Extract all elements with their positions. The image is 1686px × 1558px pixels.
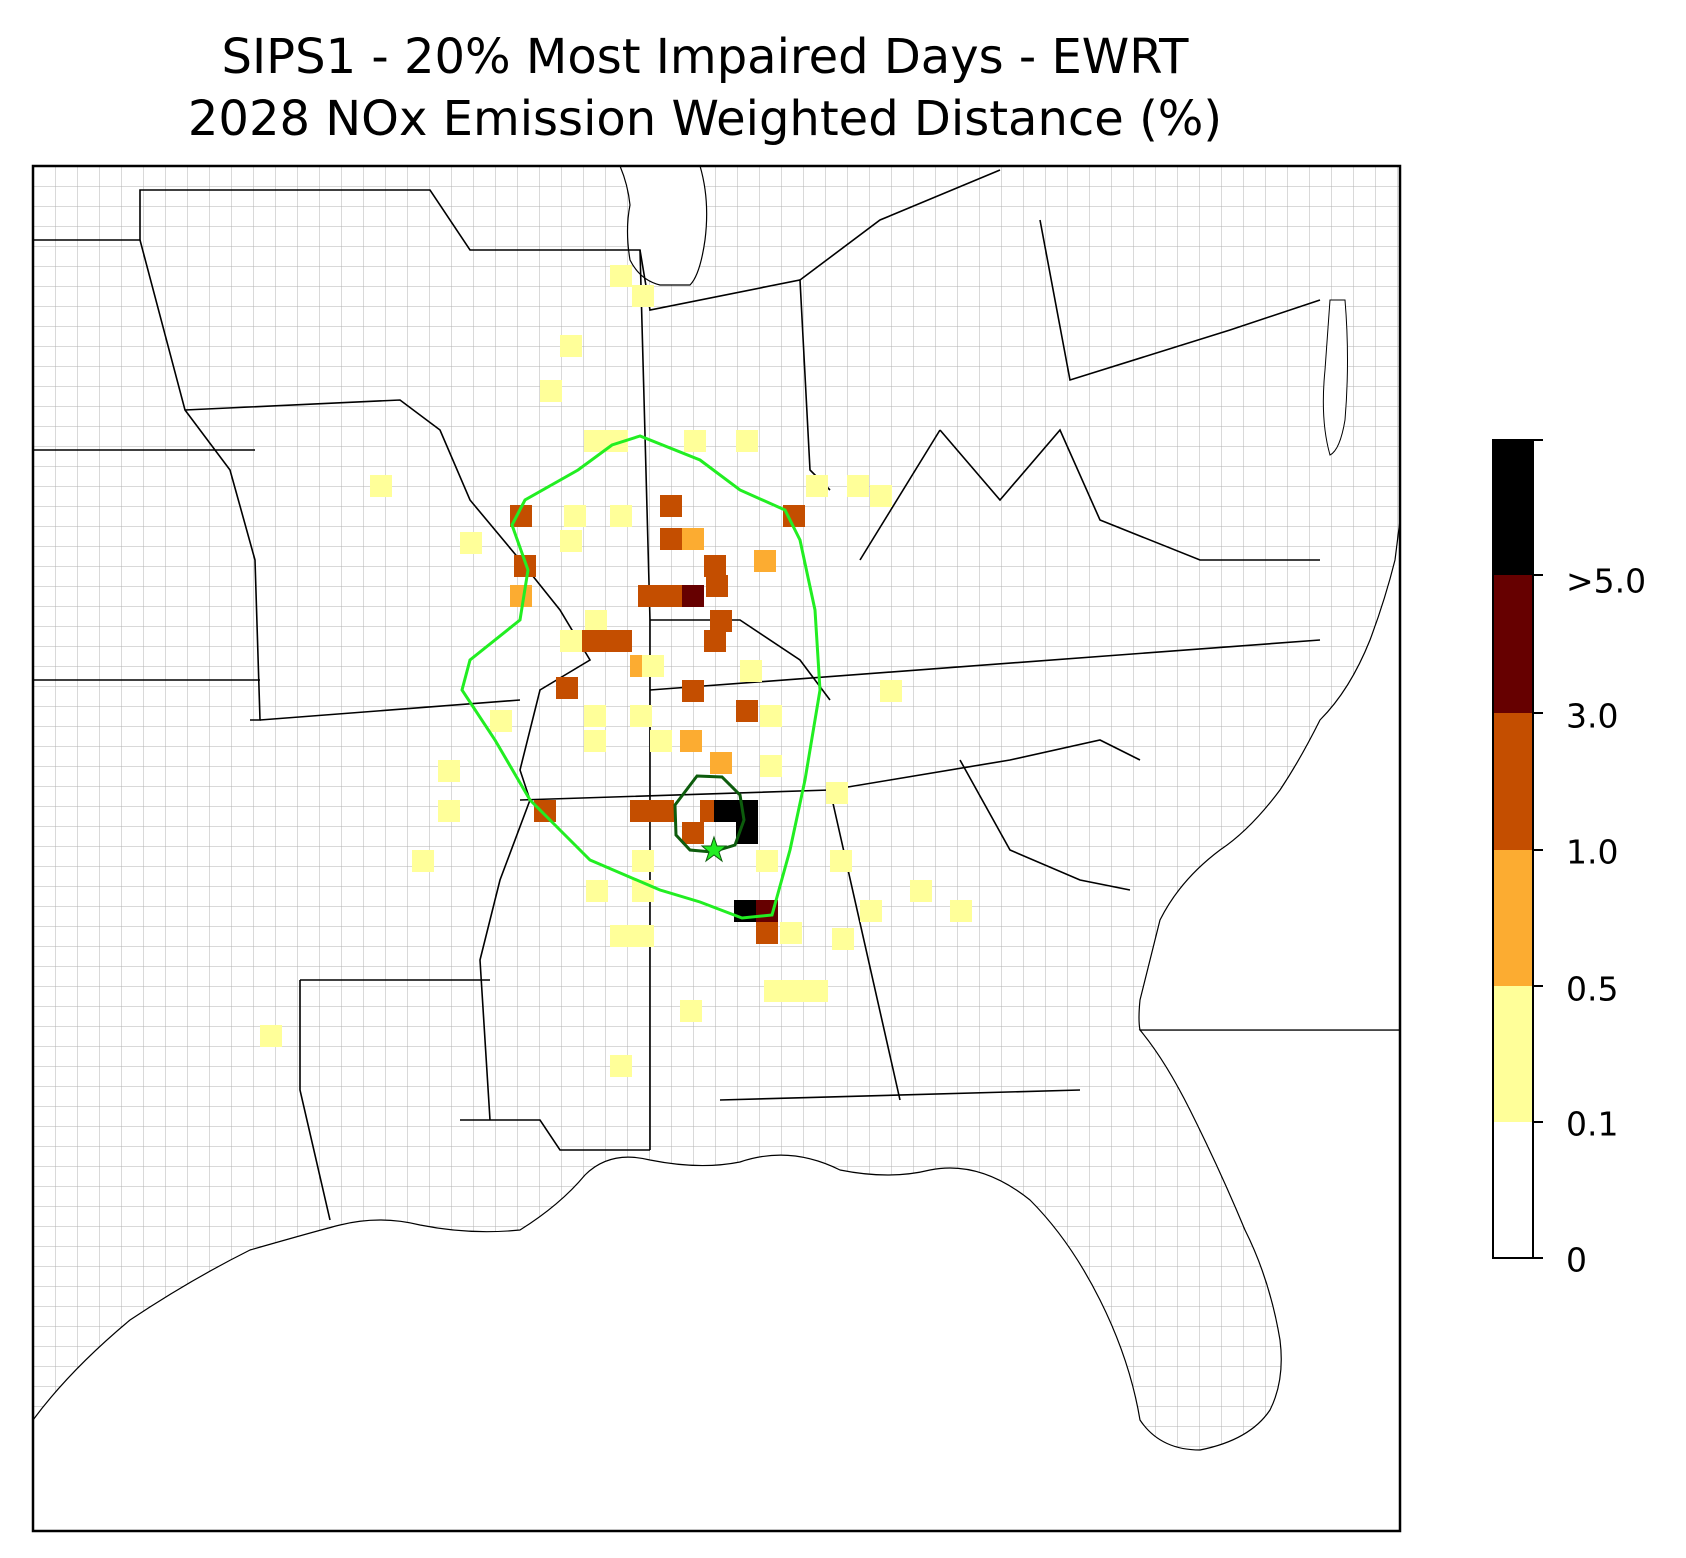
grid-cell (680, 730, 702, 752)
grid-cell (586, 880, 608, 902)
grid-cell (754, 550, 776, 572)
grid-cell (660, 528, 682, 550)
atlantic-ocean (1138, 519, 1400, 1031)
grid-cell (556, 677, 578, 699)
grid-cell (650, 730, 672, 752)
grid-cell (826, 782, 848, 804)
grid-cell (610, 1055, 632, 1077)
colorbar-label-3: 3.0 (1566, 696, 1619, 736)
grid-cell (880, 680, 902, 702)
grid-cell (736, 430, 758, 452)
grid-cell (714, 800, 736, 822)
grid-cell (682, 822, 704, 844)
grid-cell (660, 495, 682, 517)
grid-cell (756, 922, 778, 944)
grid-cell (660, 585, 682, 607)
grid-cell (590, 630, 612, 652)
grid-cell (760, 705, 782, 727)
colorbar-label-01: 0.1 (1566, 1104, 1619, 1144)
grid-cell (682, 585, 704, 607)
grid-cell (704, 555, 726, 577)
chesapeake-bay (1322, 299, 1348, 456)
colorbar-label-05: 0.5 (1566, 969, 1619, 1009)
colorbar-segment-3-5 (1493, 575, 1533, 713)
grid-cell (680, 1000, 702, 1022)
colorbar-label-0: 0 (1566, 1240, 1587, 1280)
colorbar-segment-01-05 (1493, 986, 1533, 1122)
grid-cell (780, 922, 802, 944)
grid-cell (584, 705, 606, 727)
map-title-line2: 2028 NOx Emission Weighted Distance (%) (187, 91, 1223, 147)
grid-cell (630, 800, 652, 822)
grid-cell (736, 700, 758, 722)
grid-cell (704, 630, 726, 652)
grid-cell (560, 630, 582, 652)
map-frame (31, 164, 1402, 1533)
grid-cell (652, 800, 674, 822)
gulf-of-mexico (33, 1029, 1400, 1531)
grid-cell (706, 575, 728, 597)
grid-cell (806, 980, 828, 1002)
grid-cell (764, 980, 786, 1002)
grid-cell (260, 1025, 282, 1047)
grid-cell (632, 850, 654, 872)
colorbar-segment-gt5 (1493, 440, 1533, 575)
grid-cell (540, 380, 562, 402)
grid-cell (560, 335, 582, 357)
grid-cell (806, 475, 828, 497)
grid-cell (950, 900, 972, 922)
grid-cell (438, 760, 460, 782)
grid-cell (584, 730, 606, 752)
grid-cell (632, 285, 654, 307)
grid-cell (870, 485, 892, 507)
grid-cell (438, 800, 460, 822)
grid-cell (610, 925, 632, 947)
grid-cell (460, 532, 482, 554)
grid-cell (710, 752, 732, 774)
grid-cell (490, 710, 512, 732)
grid-cell (642, 655, 664, 677)
grid-cell (682, 528, 704, 550)
area-of-interest-outline (460, 434, 822, 920)
colorbar-segment-0-01 (1493, 1122, 1533, 1258)
grid-cell (760, 755, 782, 777)
grid-cell (784, 980, 806, 1002)
source-star-marker (700, 835, 728, 863)
grid-cell (534, 800, 556, 822)
grid-cell (638, 585, 660, 607)
grid-cell (412, 850, 434, 872)
grid-cell (832, 928, 854, 950)
grid-cell (682, 680, 704, 702)
colorbar-label-gt5: >5.0 (1566, 561, 1647, 601)
grid-cell (560, 530, 582, 552)
grid-cell (710, 610, 732, 632)
colorbar-segment-1-3 (1493, 713, 1533, 850)
grid-cell (860, 900, 882, 922)
grid-cell (630, 705, 652, 727)
grid-cell (510, 585, 532, 607)
grid-cell (740, 660, 762, 682)
grid-cell (584, 430, 606, 452)
grid-cell (610, 265, 632, 287)
map-title-line1: SIPS1 - 20% Most Impaired Days - EWRT (221, 29, 1189, 85)
grid-cell (564, 505, 586, 527)
grid-cell (830, 850, 852, 872)
grid-cell (370, 475, 392, 497)
grid-cell (910, 880, 932, 902)
grid-cell (756, 850, 778, 872)
grid-cell (585, 610, 607, 632)
grid-cell (736, 800, 758, 822)
grid-cell (610, 505, 632, 527)
colorbar-label-1: 1.0 (1566, 832, 1619, 872)
emission-grid-cells (260, 265, 972, 1077)
grid-cell (632, 925, 654, 947)
grid-cell (847, 475, 869, 497)
grid-cell (610, 630, 632, 652)
grid-cell (684, 430, 706, 452)
map-panel (33, 166, 1400, 1531)
grid-cell (783, 505, 805, 527)
colorbar-segment-05-1 (1493, 850, 1533, 986)
colorbar (1492, 439, 1543, 1259)
